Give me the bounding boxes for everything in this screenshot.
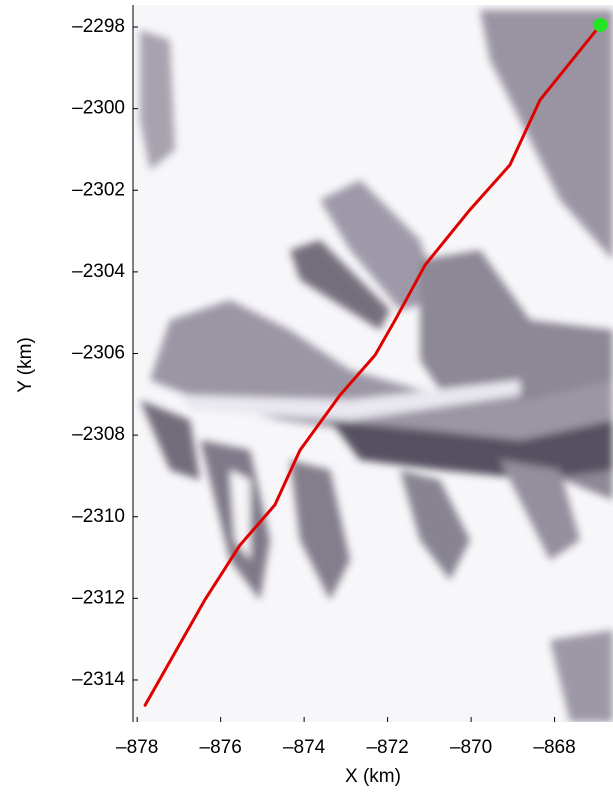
chart: X (km) Y (km) –878 –876 –874 –872 –870 –868 –2… — [0, 0, 613, 800]
x-tick-label: –876 — [200, 737, 242, 758]
page: X (km) Y (km) –878 –876 –874 –872 –870 –868 –2… — [0, 0, 613, 800]
y-tick-label: –2304 — [72, 261, 125, 282]
x-tick-label: –868 — [533, 737, 575, 758]
x-tick-label: –878 — [116, 737, 158, 758]
y-tick-label: –2310 — [72, 506, 125, 527]
x-tick-label: –872 — [366, 737, 408, 758]
y-tick-label: –2306 — [72, 343, 125, 364]
y-tick-label: –2298 — [72, 16, 125, 37]
y-tick-label: –2314 — [72, 669, 125, 690]
y-tick-label: –2300 — [72, 98, 125, 119]
x-tick-label: –870 — [450, 737, 492, 758]
y-tick-label: –2312 — [72, 587, 125, 608]
satellite-image — [133, 5, 613, 722]
start-point — [593, 18, 607, 32]
y-tick-label: –2308 — [72, 424, 125, 445]
y-axis-label: Y (km) — [15, 337, 36, 393]
x-axis-label: X (km) — [345, 766, 401, 787]
y-tick-label: –2302 — [72, 179, 125, 200]
x-tick-label: –874 — [283, 737, 326, 758]
